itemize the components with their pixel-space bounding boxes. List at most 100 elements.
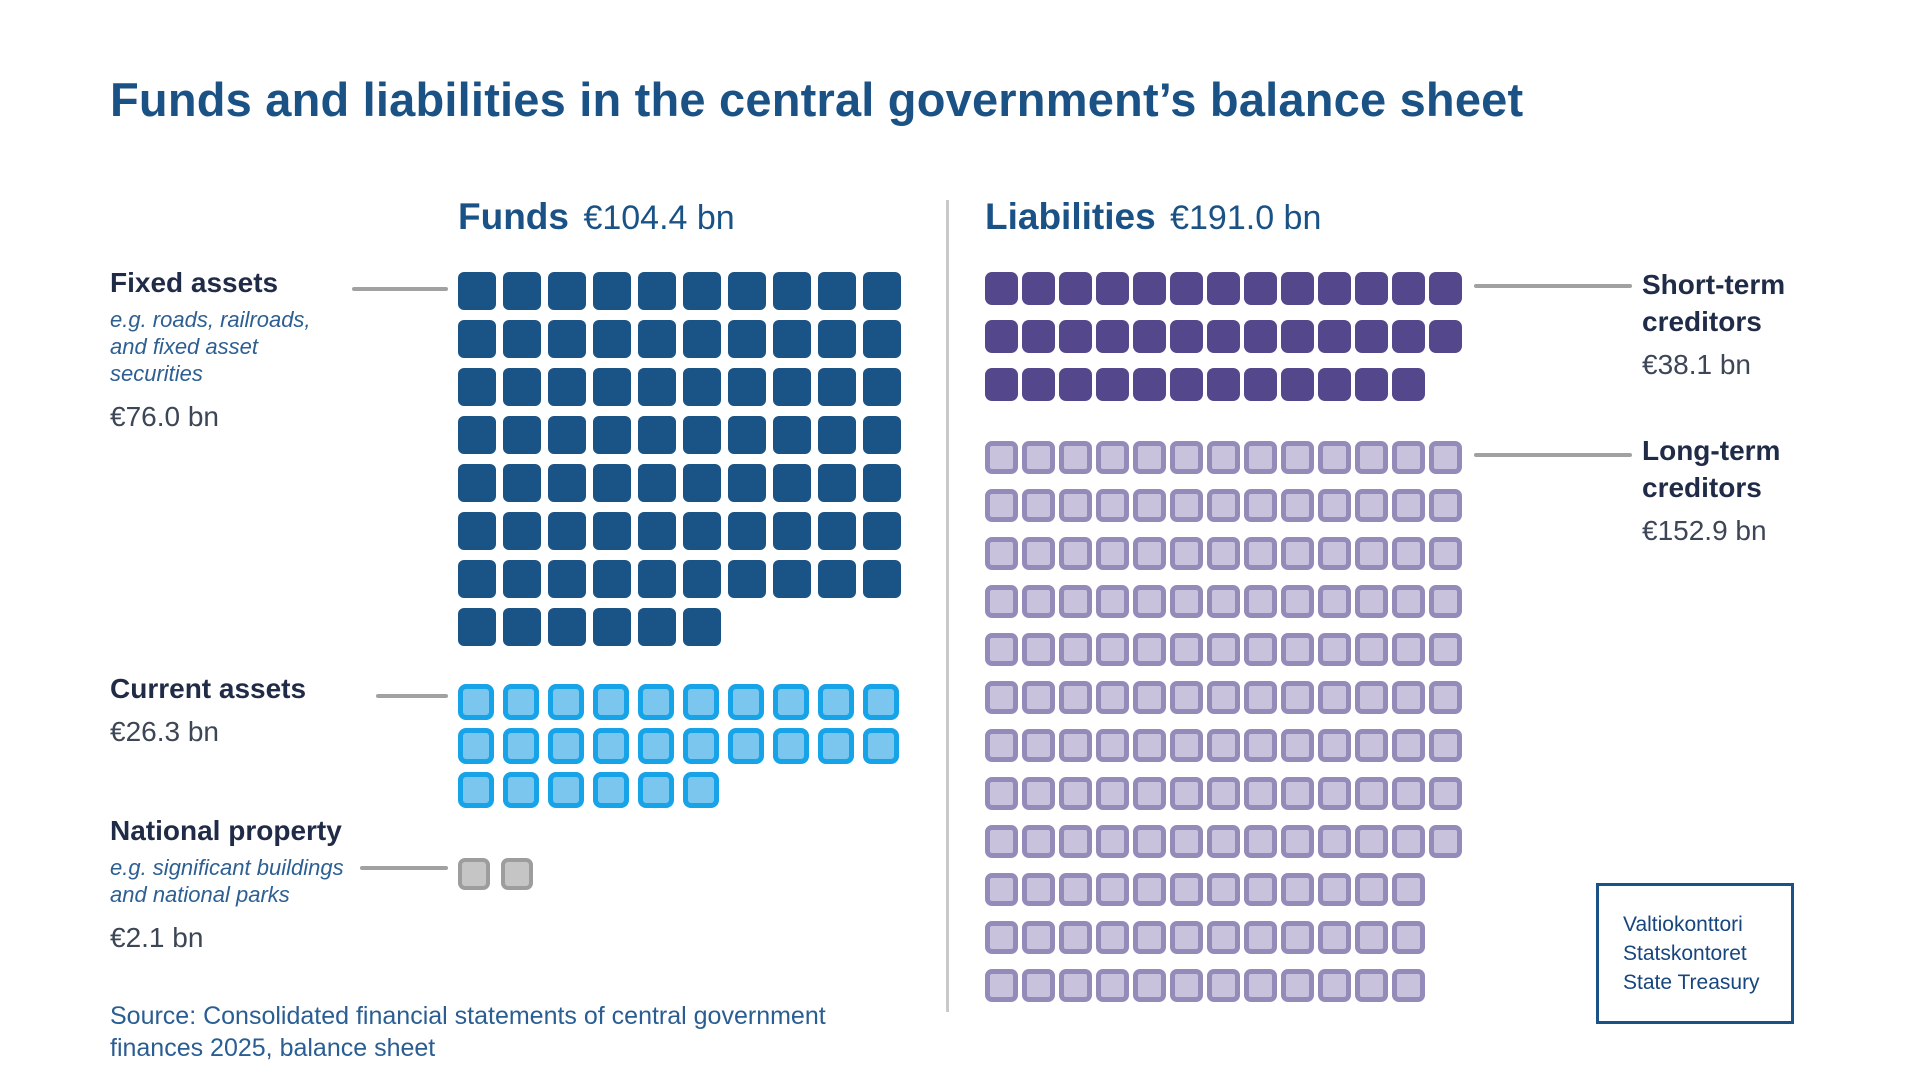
fixed-assets-connector-line [352,287,448,291]
unit-square [1318,777,1351,810]
unit-square [985,585,1018,618]
unit-square [818,684,854,720]
unit-square [728,684,764,720]
unit-square [1429,537,1462,570]
unit-square [1244,272,1277,305]
long-term-creditors-label: Long-term creditors [1642,435,1781,503]
unit-square [683,772,719,808]
waffle-row [458,608,901,646]
fixed-assets-label-block: Fixed assets e.g. roads, railroads, and … [110,266,370,433]
fixed-assets-waffle [458,272,901,656]
unit-square [1096,320,1129,353]
waffle-row [985,585,1462,618]
unit-square [1207,633,1240,666]
unit-square [1133,873,1166,906]
unit-square [1059,489,1092,522]
unit-square [548,728,584,764]
unit-square [1281,537,1314,570]
unit-square [1355,537,1388,570]
waffle-row [458,464,901,502]
unit-square [985,489,1018,522]
unit-square [638,512,676,550]
unit-square [1133,633,1166,666]
unit-square [1281,825,1314,858]
waffle-row [458,272,901,310]
unit-square [1133,320,1166,353]
page-title: Funds and liabilities in the central gov… [110,73,1524,126]
unit-square [1207,873,1240,906]
unit-square [1096,825,1129,858]
current-assets-amount: €26.3 bn [110,716,219,747]
waffle-row [985,873,1462,906]
unit-square [1429,777,1462,810]
waffle-row [985,681,1462,714]
unit-square [1392,921,1425,954]
unit-square [548,684,584,720]
unit-square [1059,585,1092,618]
unit-square [1059,825,1092,858]
unit-square [773,512,811,550]
current-assets-connector-line [376,694,448,698]
national-property-label: National property [110,815,342,846]
unit-square [1022,825,1055,858]
unit-square [1244,921,1277,954]
waffle-row [985,368,1462,401]
unit-square [863,684,899,720]
unit-square [1096,969,1129,1002]
unit-square [1355,777,1388,810]
unit-square [1133,729,1166,762]
unit-square [1096,272,1129,305]
unit-square [1318,921,1351,954]
unit-square [638,684,674,720]
unit-square [593,684,629,720]
unit-square [728,368,766,406]
unit-square [1244,825,1277,858]
unit-square [1207,729,1240,762]
unit-square [458,608,496,646]
unit-square [501,858,533,890]
unit-square [1133,969,1166,1002]
unit-square [683,512,721,550]
source-note: Source: Consolidated financial statement… [110,1002,826,1062]
unit-square [1096,489,1129,522]
unit-square [1392,825,1425,858]
unit-square [1392,489,1425,522]
unit-square [1281,633,1314,666]
waffle-row [985,921,1462,954]
unit-square [985,873,1018,906]
fixed-assets-description: e.g. roads, railroads, and fixed asset s… [110,307,311,386]
unit-square [1170,489,1203,522]
unit-square [1429,825,1462,858]
unit-square [638,272,676,310]
unit-square [773,684,809,720]
unit-square [863,728,899,764]
unit-square [1059,441,1092,474]
unit-square [773,368,811,406]
unit-square [1207,585,1240,618]
unit-square [503,464,541,502]
unit-square [1059,729,1092,762]
unit-square [1392,368,1425,401]
unit-square [458,858,490,890]
unit-square [1429,729,1462,762]
unit-square [1392,777,1425,810]
unit-square [683,728,719,764]
unit-square [1096,873,1129,906]
unit-square [985,272,1018,305]
state-treasury-logo: Valtiokonttori Statskontoret State Treas… [1596,883,1794,1024]
waffle-row [985,441,1462,474]
unit-square [593,320,631,358]
unit-square [503,772,539,808]
unit-square [1355,873,1388,906]
unit-square [683,272,721,310]
unit-square [1318,825,1351,858]
unit-square [1392,873,1425,906]
unit-square [683,368,721,406]
waffle-row [458,320,901,358]
unit-square [548,464,586,502]
unit-square [985,729,1018,762]
unit-square [985,441,1018,474]
unit-square [1429,441,1462,474]
unit-square [863,272,901,310]
waffle-row [458,368,901,406]
